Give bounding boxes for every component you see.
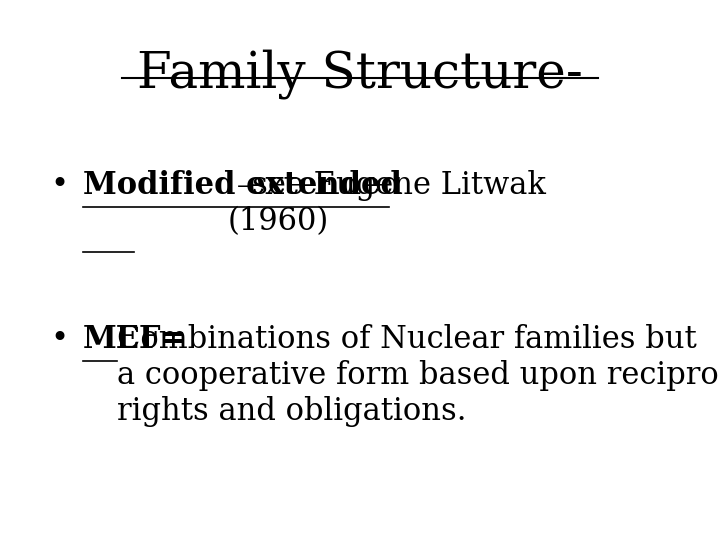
Text: •: •: [50, 170, 68, 201]
Text: Family Structure-: Family Structure-: [137, 49, 583, 99]
Text: –see Eugene Litwak
(1960): –see Eugene Litwak (1960): [228, 170, 546, 237]
Text: Combinations of Nuclear families but
a cooperative form based upon reciprocal
ri: Combinations of Nuclear families but a c…: [117, 324, 720, 427]
Text: Modified extended: Modified extended: [83, 170, 402, 201]
Text: MEF=: MEF=: [83, 324, 187, 355]
Text: •: •: [50, 324, 68, 355]
